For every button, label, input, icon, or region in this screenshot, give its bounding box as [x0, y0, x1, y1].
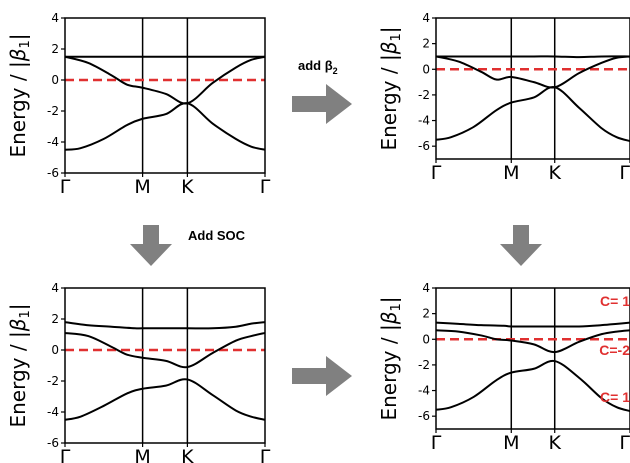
add-soc-label: Add SOC [188, 228, 246, 243]
k-point-label: K [181, 446, 194, 463]
k-point-label: K [181, 176, 194, 198]
arrow-right-bottom-shape [292, 356, 352, 396]
y-axis-label-text: Energy / | [6, 331, 30, 427]
arrow-right-bottom [292, 356, 352, 396]
y-tick-label: -2 [418, 88, 430, 102]
band-line-2 [435, 329, 630, 354]
y-tick-label: -2 [418, 358, 430, 372]
arrow-right-top-shape [292, 84, 352, 124]
band-line-3 [64, 102, 266, 151]
k-point-label: Γ [260, 446, 271, 463]
y-tick-label: 4 [422, 281, 430, 295]
y-tick-label: 2 [51, 312, 59, 326]
band-line-3 [435, 86, 630, 143]
y-axis-label-subscript: 1 [389, 303, 404, 311]
y-axis-label-end: | [377, 296, 401, 303]
y-axis-label-beta: β [6, 48, 30, 62]
k-point-label: Γ [260, 176, 271, 198]
k-point-label: Γ [619, 162, 630, 184]
y-tick-label: 0 [422, 332, 430, 346]
y-axis-label: Energy / |β1| [6, 33, 33, 157]
y-axis-label-text: Energy / | [377, 324, 401, 420]
k-point-label: Γ [60, 176, 71, 198]
y-tick-label: -2 [47, 374, 59, 388]
plot-frame [435, 287, 630, 430]
y-tick-label: 2 [51, 42, 59, 56]
y-tick-label: 4 [422, 11, 430, 25]
plot-frame [435, 17, 630, 160]
y-axis-label: Energy / |β1| [377, 26, 404, 150]
y-tick-label: 2 [422, 307, 430, 321]
y-tick-label: -6 [47, 436, 59, 450]
y-tick-label: -6 [418, 409, 430, 423]
k-point-label: K [548, 162, 561, 184]
plot-frame [64, 17, 266, 174]
y-axis-label-beta: β [377, 311, 401, 325]
arrow-down-left [130, 225, 172, 266]
y-axis-label-text: Energy / | [377, 54, 401, 150]
chern-number-label: C=-2 [599, 342, 630, 358]
y-tick-label: 2 [422, 37, 430, 51]
y-tick-label: -4 [47, 135, 59, 149]
y-axis-label-end: | [377, 26, 401, 33]
band-line-2 [64, 331, 266, 369]
y-tick-label: 0 [51, 343, 59, 357]
band-line-3 [435, 359, 630, 413]
chern-number-label: C= 1 [600, 389, 630, 405]
y-tick-label: -2 [47, 104, 59, 118]
y-tick-label: -4 [418, 114, 430, 128]
y-axis-label-subscript: 1 [18, 310, 33, 318]
y-tick-label: -4 [47, 405, 59, 419]
band-line-2 [435, 55, 630, 89]
band-line-1 [435, 321, 630, 328]
plot-frame [64, 287, 266, 444]
chern-number-label: C= 1 [600, 293, 630, 309]
y-axis-label-subscript: 1 [389, 33, 404, 41]
y-tick-label: -4 [418, 384, 430, 398]
y-axis-label-end: | [6, 303, 30, 310]
arrow-right-top [292, 84, 352, 124]
arrow-down-right [500, 225, 542, 266]
k-point-label: Γ [60, 446, 71, 463]
k-point-label: Γ [431, 432, 442, 454]
y-axis-label: Energy / |β1| [6, 303, 33, 427]
y-axis-label-text: Energy / | [6, 61, 30, 157]
k-point-label: M [503, 432, 519, 454]
add-beta2-subscript: 2 [333, 66, 338, 76]
k-point-label: K [548, 432, 561, 454]
y-axis-label: Energy / |β1| [377, 296, 404, 420]
y-axis-label-subscript: 1 [18, 40, 33, 48]
band-line-1 [436, 55, 630, 59]
y-tick-label: -6 [47, 166, 59, 180]
add-beta2-text: add β [298, 58, 333, 73]
band-line-1 [64, 321, 266, 330]
y-tick-label: 0 [51, 73, 59, 87]
k-point-label: M [503, 162, 519, 184]
y-axis-label-end: | [6, 33, 30, 40]
arrow-down-left-shape [130, 225, 172, 266]
y-tick-label: 4 [51, 11, 59, 25]
y-tick-label: 0 [422, 62, 430, 76]
y-tick-label: 4 [51, 281, 59, 295]
k-point-label: Γ [431, 162, 442, 184]
k-point-label: M [134, 446, 150, 463]
band-line-3 [64, 378, 266, 421]
k-point-label: Γ [619, 432, 630, 454]
band-line-2 [64, 55, 266, 105]
add-beta2-label: add β2 [298, 58, 338, 76]
arrow-down-right-shape [500, 225, 542, 266]
k-point-label: M [134, 176, 150, 198]
y-axis-label-beta: β [6, 318, 30, 332]
y-axis-label-beta: β [377, 41, 401, 55]
y-tick-label: -6 [418, 139, 430, 153]
